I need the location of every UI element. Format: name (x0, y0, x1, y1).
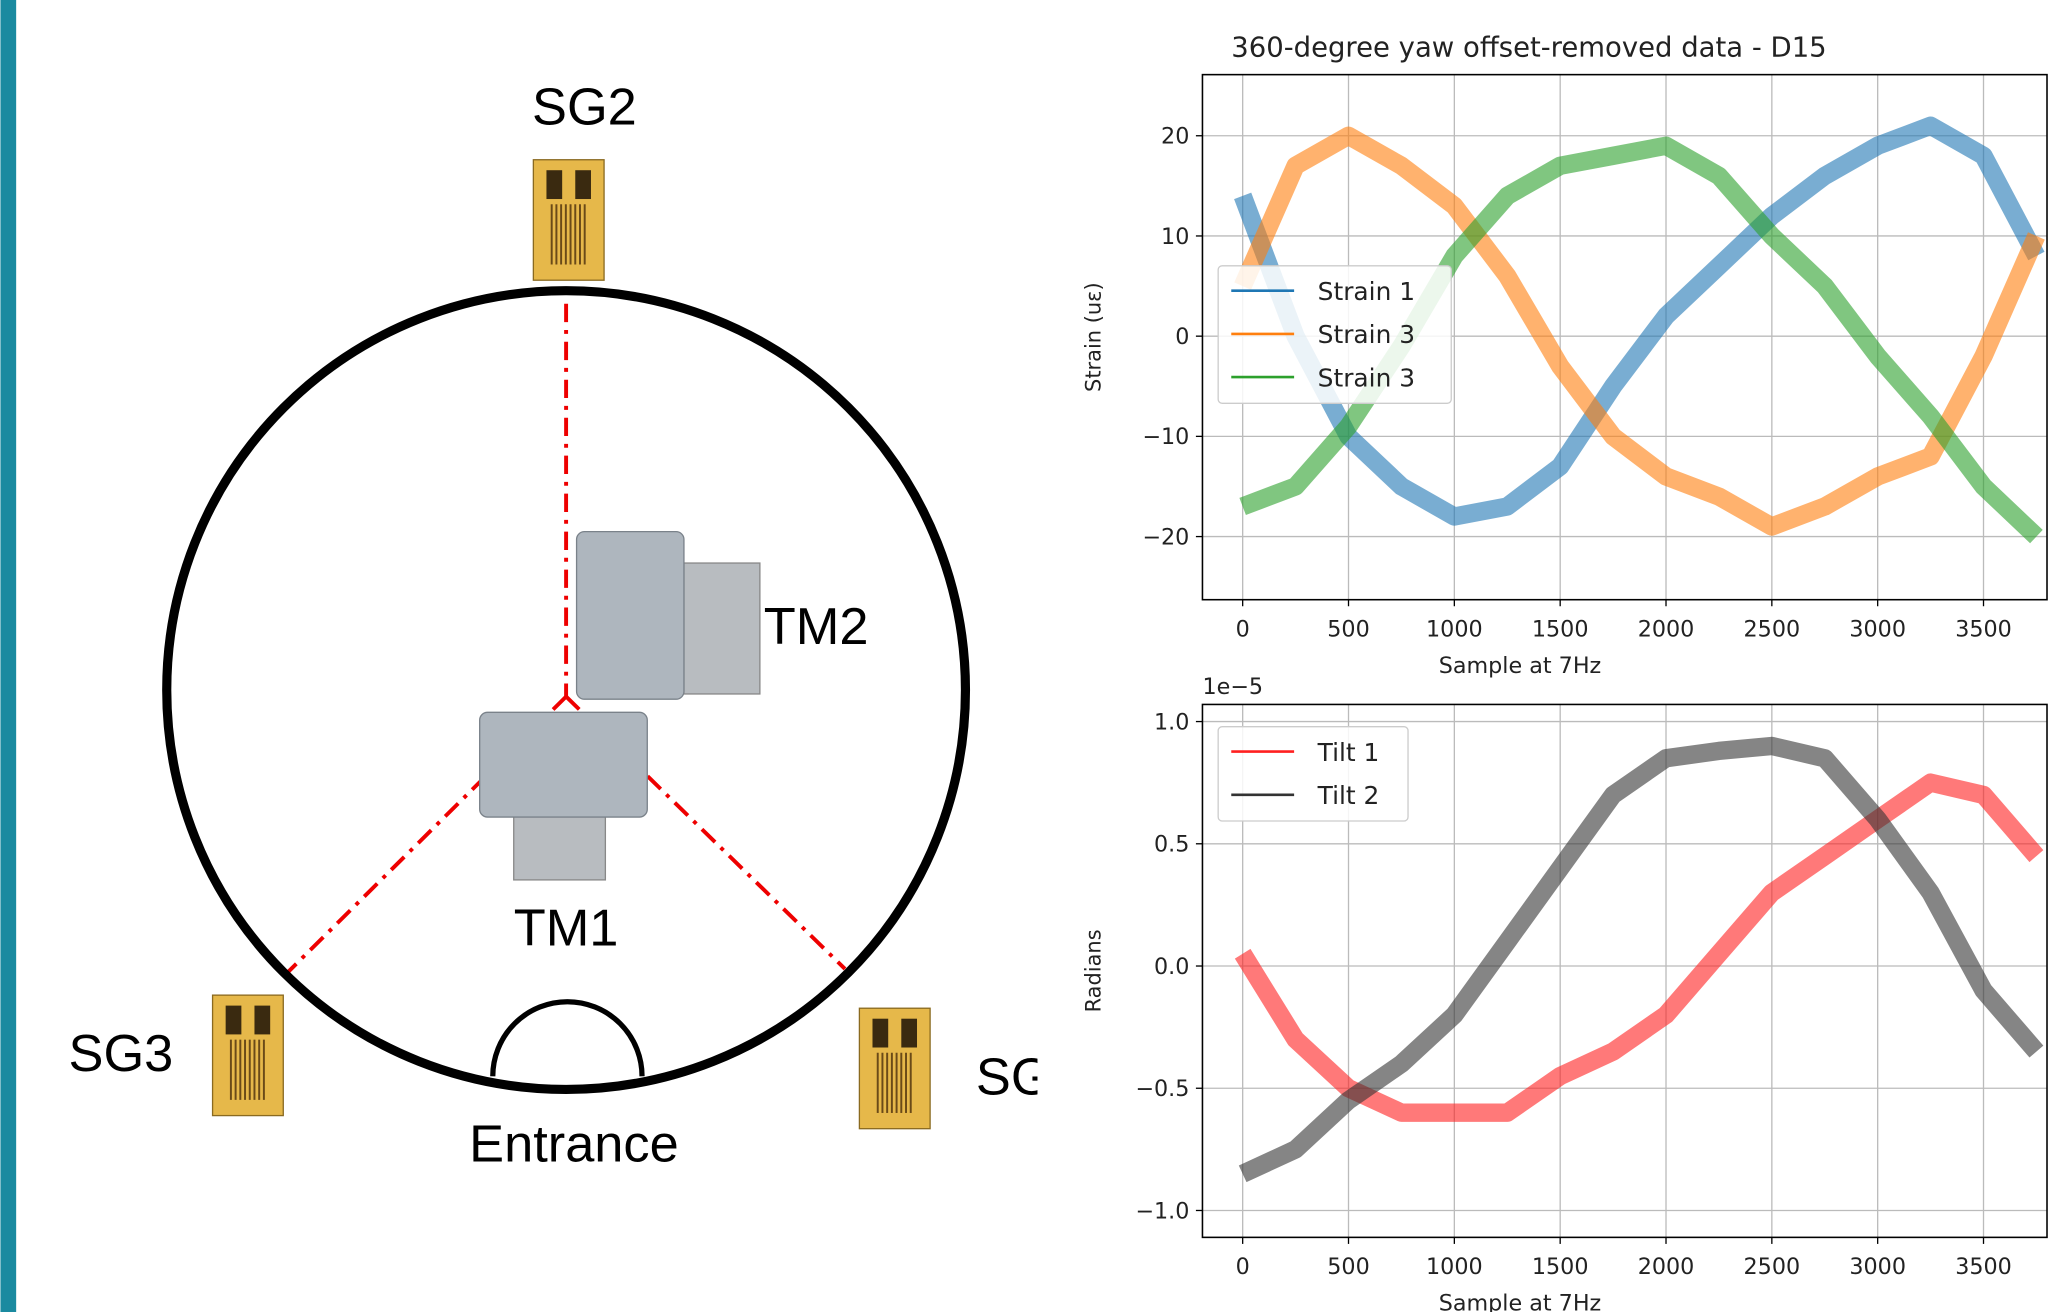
chart-title: 360-degree yaw offset-removed data - D15 (1231, 31, 1826, 63)
x-tick-label: 2000 (1638, 1254, 1695, 1280)
strain-gauge (533, 160, 604, 280)
x-tick-label: 1000 (1426, 616, 1483, 642)
legend-label: Tilt 2 (1317, 781, 1380, 810)
chart: 0 500 1000 1500 2000 2500 3000 3500 −20 −10 0 10 20 3… (1081, 31, 2047, 679)
x-tick-label: 3000 (1849, 1254, 1906, 1280)
tm2-label: TM2 (764, 598, 869, 656)
y-axis-label: Radians (1081, 929, 1105, 1012)
legend-label: Strain 3 (1318, 363, 1415, 392)
y-tick-label: 0.5 (1154, 832, 1189, 858)
x-tick-label: 2000 (1638, 616, 1695, 642)
bracket (684, 563, 760, 694)
y-tick-label: 0.0 (1154, 954, 1189, 980)
x-tick-label: 500 (1327, 616, 1369, 642)
x-tick-label: 3000 (1849, 616, 1906, 642)
x-tick-label: 1000 (1426, 1254, 1483, 1280)
x-axis-label: Sample at 7Hz (1439, 653, 1601, 679)
gauge-pad (546, 170, 562, 199)
bracket (514, 812, 606, 880)
y-axis-label: Strain (uε) (1081, 282, 1105, 392)
strain-gauge (859, 1008, 930, 1128)
gauge-pad (575, 170, 591, 199)
y-tick-label: −20 (1142, 524, 1189, 550)
x-tick-label: 500 (1327, 1254, 1369, 1280)
x-tick-label: 2500 (1744, 616, 1801, 642)
x-tick-label: 1500 (1532, 616, 1589, 642)
x-tick-label: 3500 (1955, 1254, 2012, 1280)
gauge-body (213, 995, 284, 1115)
entrance-label: Entrance (469, 1115, 679, 1173)
gauge-body (859, 1008, 930, 1128)
gauge-body (533, 160, 604, 280)
x-axis-label: Sample at 7Hz (1439, 1291, 1601, 1312)
gauge-pad (872, 1019, 888, 1048)
x-tick-label: 1500 (1532, 1254, 1589, 1280)
y-tick-label: 20 (1161, 124, 1189, 150)
x-tick-label: 2500 (1744, 1254, 1801, 1280)
y-tick-label: −10 (1142, 424, 1189, 450)
x-tick-label: 3500 (1955, 616, 2012, 642)
y-tick-label: 0 (1175, 324, 1189, 350)
housing (577, 532, 684, 700)
legend-box (1218, 727, 1408, 821)
legend-label: Strain 3 (1318, 320, 1415, 349)
gauge-pad (226, 1006, 242, 1035)
slide: SG2 TM2 TM1 SG3 SG1 Entrance 05001000150… (0, 0, 2054, 1312)
strain-gauge (213, 995, 284, 1115)
chart: 0 500 1000 1500 2000 2500 3000 3500 −1.0 −0.5 0.0 0… (1081, 674, 2047, 1312)
legend-label: Tilt 1 (1317, 738, 1380, 767)
tm1-label: TM1 (514, 899, 619, 957)
legend-label: Strain 1 (1318, 277, 1415, 306)
housing (480, 712, 648, 817)
x-tick-label: 0 (1236, 1254, 1250, 1280)
sg2-label: SG2 (532, 78, 637, 136)
y-tick-label: −1.0 (1135, 1198, 1189, 1224)
side-stripe (0, 0, 16, 1312)
gauge-pad (901, 1019, 917, 1048)
sg3-label: SG3 (69, 1025, 174, 1083)
y-tick-label: −0.5 (1135, 1076, 1189, 1102)
x-tick-label: 0 (1236, 616, 1250, 642)
y-tick-label: 10 (1161, 224, 1189, 250)
offset-text: 1e−5 (1202, 674, 1263, 700)
gauge-pad (254, 1006, 270, 1035)
y-tick-label: 1.0 (1154, 709, 1189, 735)
